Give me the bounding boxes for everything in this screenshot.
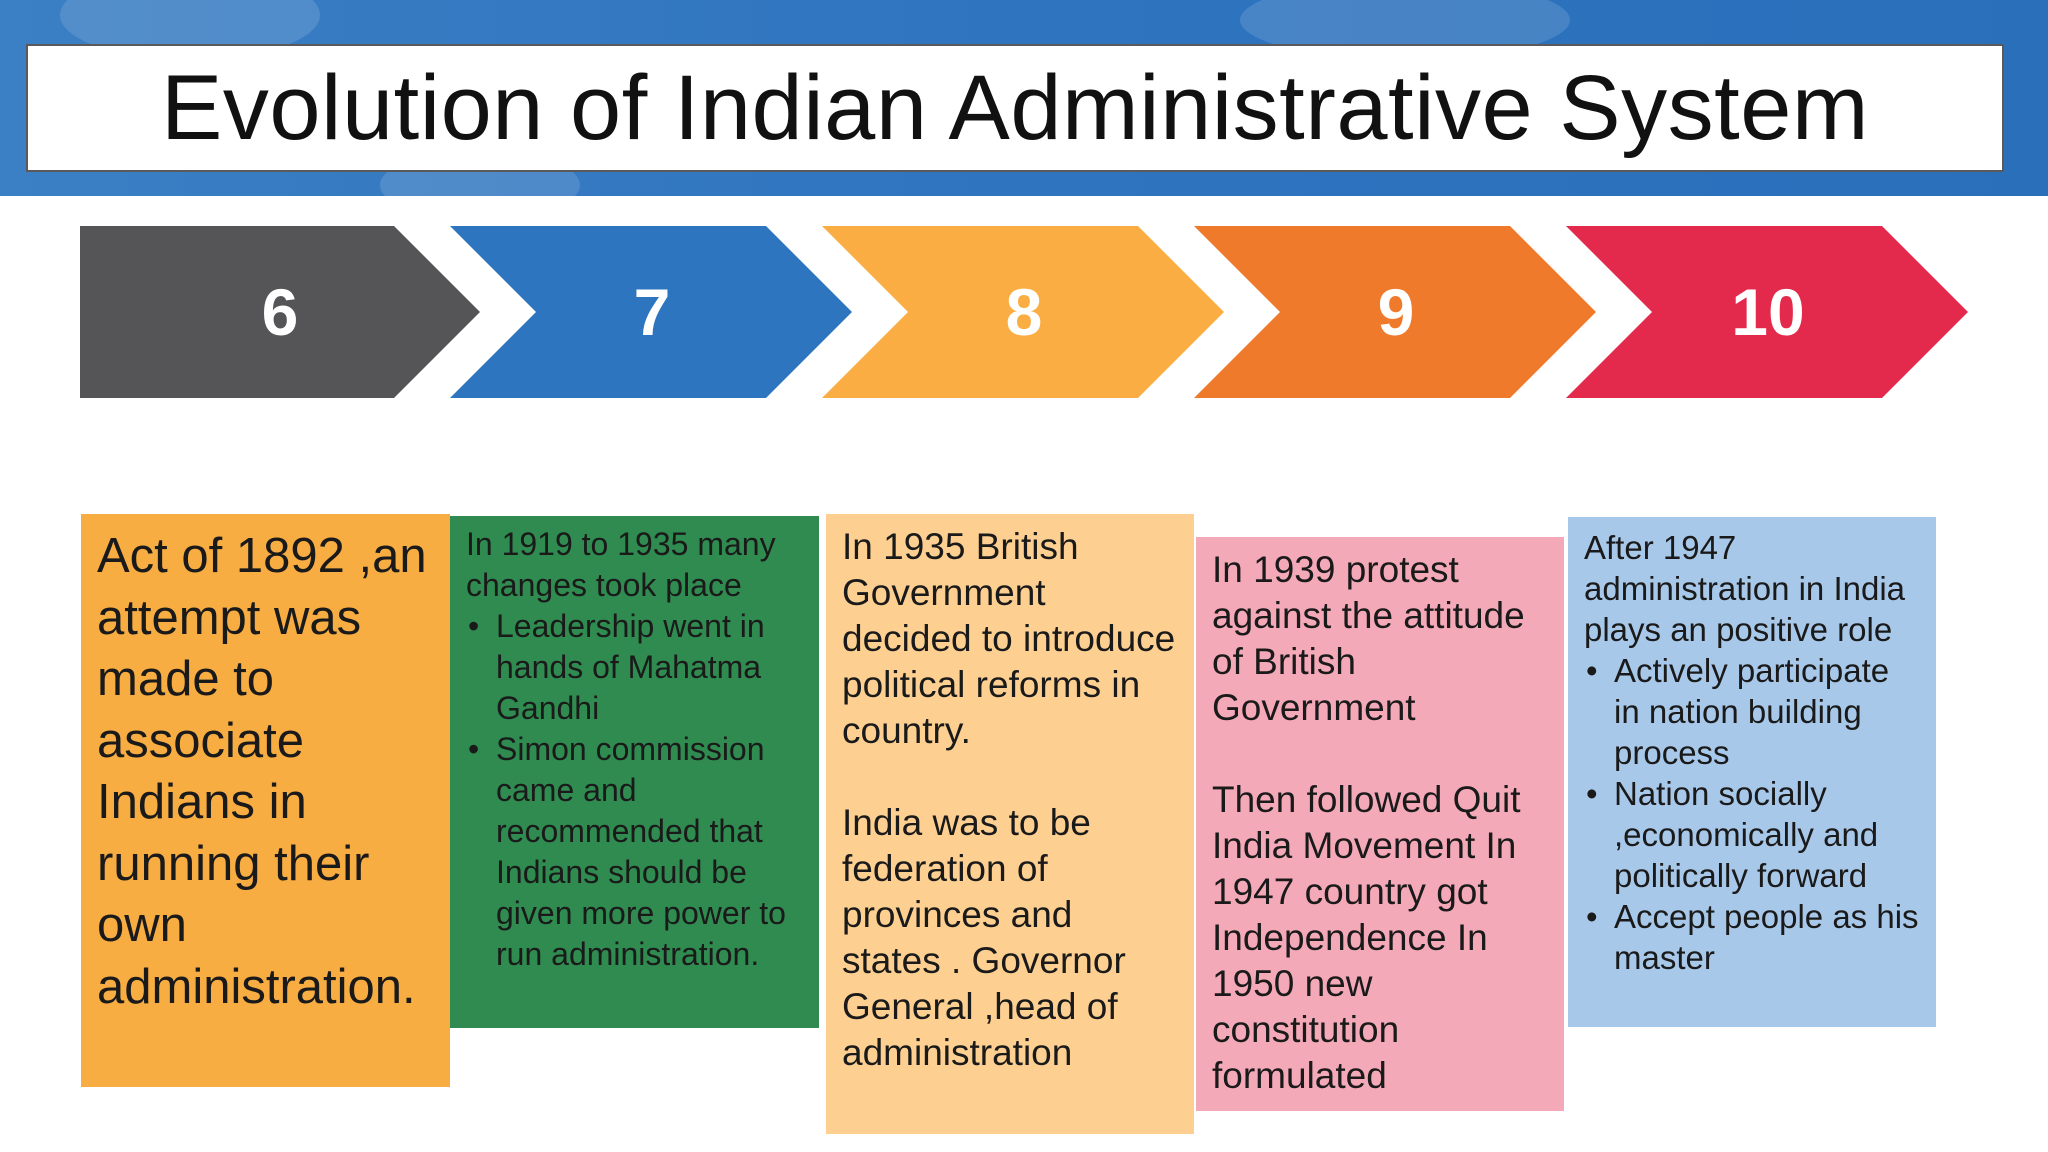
card-step-7: In 1919 to 1935 many changes took place … [450,516,819,1028]
card-step-10: After 1947 administration in India plays… [1568,517,1936,1027]
card-paragraph: Then followed Quit India Movement In 194… [1212,779,1521,1096]
page-title: Evolution of Indian Administrative Syste… [161,56,1869,159]
paragraph-gap [1212,731,1548,777]
bullet-item: Leadership went in hands of Mahatma Gand… [468,606,803,729]
timeline-arrows [80,226,1968,398]
card-text: Act of 1892 ,an attempt was made to asso… [97,529,427,1014]
bullet-item: Actively participate in nation building … [1586,650,1920,773]
card-paragraph: In 1939 protest against the attitude of … [1212,549,1525,728]
card-paragraph: In 1935 British Government decided to in… [842,526,1176,751]
card-step-9: In 1939 protest against the attitude of … [1196,537,1564,1111]
card-intro: In 1919 to 1935 many changes took place [466,526,776,603]
bullet-list: Actively participate in nation building … [1584,650,1920,978]
step-7-arrow [450,226,852,398]
step-10-label: 10 [1731,275,1805,349]
step-9-label: 9 [1377,275,1415,349]
step-6-label: 6 [261,275,299,349]
step-8-arrow [822,226,1224,398]
card-intro: After 1947 administration in India plays… [1584,529,1906,648]
step-7-label: 7 [633,275,671,349]
title-box: Evolution of Indian Administrative Syste… [26,44,2004,172]
step-9-arrow [1194,226,1596,398]
step-8-label: 8 [1005,275,1043,349]
card-paragraph: India was to be federation of provinces … [842,802,1126,1073]
bullet-list: Leadership went in hands of Mahatma Gand… [466,606,803,975]
card-step-6: Act of 1892 ,an attempt was made to asso… [81,514,450,1087]
bullet-item: Accept people as his master [1586,896,1920,978]
step-10-arrow [1566,226,1968,398]
step-6-arrow [80,226,480,398]
card-step-8: In 1935 British Government decided to in… [826,514,1194,1134]
bullet-item: Nation socially ,economically and politi… [1586,773,1920,896]
paragraph-gap [842,754,1178,800]
bullet-item: Simon commission came and recommended th… [468,729,803,975]
